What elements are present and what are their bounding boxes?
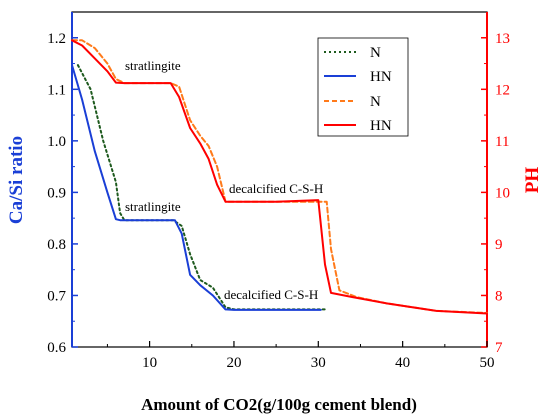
right-axis: 7 8 9 10 11 12 13 — [481, 12, 510, 356]
left-tick-label: 1.1 — [47, 82, 66, 98]
annotation-stratlingite-top: stratlingite — [125, 58, 181, 73]
series-group — [71, 39, 488, 315]
right-tick-label: 7 — [495, 340, 503, 356]
left-tick-label: 0.6 — [47, 340, 66, 356]
annotation-csh-bottom: decalcified C-S-H — [224, 287, 318, 302]
legend-label-hn-left: HN — [370, 69, 392, 85]
right-tick-label: 8 — [495, 288, 503, 304]
left-tick-label: 0.9 — [47, 185, 66, 201]
bottom-tick-label: 40 — [395, 355, 410, 371]
series-line-hn-right — [71, 39, 488, 315]
left-tick-label: 0.7 — [47, 288, 66, 304]
series-line-n-left — [76, 64, 328, 311]
series-line-n-right — [71, 39, 488, 314]
left-tick-label: 0.8 — [47, 237, 66, 253]
left-tick-label: 1.0 — [47, 134, 66, 150]
bottom-tick-label: 10 — [142, 355, 157, 371]
legend: N HN N HN — [317, 37, 409, 137]
left-tick-label: 1.2 — [47, 31, 66, 47]
legend-label-hn-right: HN — [370, 118, 392, 134]
right-tick-label: 10 — [495, 185, 510, 201]
bottom-tick-label: 20 — [226, 355, 241, 371]
right-tick-label: 12 — [495, 82, 510, 98]
x-axis-title: Amount of CO2(g/100g cement blend) — [141, 395, 417, 414]
legend-box — [317, 37, 409, 137]
right-tick-label: 11 — [495, 134, 509, 150]
series-line-hn-left — [71, 64, 322, 311]
bottom-tick-label: 50 — [480, 355, 495, 371]
legend-label-n-right: N — [370, 94, 381, 110]
bottom-tick-label: 30 — [311, 355, 326, 371]
left-axis: 0.6 0.7 0.8 0.9 1.0 1.1 1.2 — [47, 12, 78, 356]
bottom-axis: 10 20 30 40 50 — [106, 341, 495, 371]
right-tick-label: 13 — [495, 31, 510, 47]
y-axis-title-right: PH — [522, 167, 543, 194]
y-axis-title-left: Ca/Si ratio — [6, 136, 27, 224]
annotation-csh-top: decalcified C-S-H — [229, 181, 323, 196]
legend-label-n-left: N — [370, 45, 381, 61]
right-tick-label: 9 — [495, 237, 503, 253]
annotation-stratlingite-bottom: stratlingite — [125, 199, 181, 214]
